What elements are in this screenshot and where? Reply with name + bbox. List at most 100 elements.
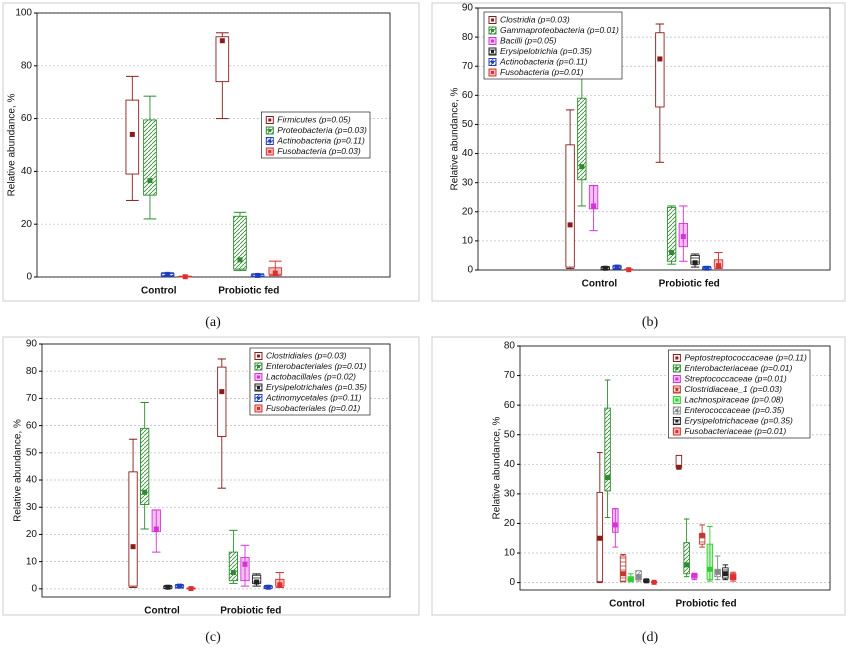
legend-label: Fusobacteriaceae (p=0.01)	[684, 426, 786, 436]
y-axis-label: Relative abundance, %	[450, 87, 461, 190]
y-tick-label: 10	[504, 548, 516, 559]
plot-border	[519, 345, 831, 591]
legend-marker	[256, 386, 260, 389]
box	[228, 551, 239, 582]
legend: Clostridiales (p=0.03)Enterobacteriales …	[249, 347, 371, 416]
box	[619, 555, 627, 582]
y-axis-label: Relative abundance, %	[492, 416, 503, 519]
legend-label: Enterobacteriaceae (p=0.01)	[684, 363, 792, 373]
panel-frame	[431, 336, 846, 616]
y-tick-label: 20	[504, 518, 516, 529]
legend-label: Clostridiales (p=0.03)	[266, 350, 347, 360]
legend-label: Actinomycetales (p=0.11)	[265, 392, 362, 402]
median-marker	[612, 522, 618, 528]
median-marker	[657, 56, 663, 62]
y-tick-label: 40	[26, 475, 38, 486]
y-tick-label: 50	[26, 447, 38, 458]
legend-label: Firmicutes (p=0.05)	[277, 114, 351, 124]
box	[565, 144, 575, 268]
y-tick-label: 60	[504, 400, 516, 411]
y-axis-label: Relative abundance, %	[7, 93, 18, 196]
box	[683, 542, 690, 575]
x-tick-label: Probiotic fed	[218, 286, 279, 297]
median-marker	[142, 489, 148, 495]
y-tick-label: 40	[504, 459, 516, 470]
plot-border	[477, 7, 831, 271]
legend-label: Gammaproteobacteria (p=0.01)	[500, 25, 619, 35]
median-marker	[691, 572, 697, 578]
legend-label: Fusobacteriales (p=0.01)	[266, 403, 360, 413]
legend-label: Erysipelotrichales (p=0.35)	[266, 382, 367, 392]
panel-frame	[2, 336, 420, 616]
legend-frame	[668, 349, 811, 439]
median-marker	[704, 265, 710, 271]
median-marker	[651, 579, 657, 585]
median-marker	[176, 583, 182, 589]
y-tick-label: 60	[21, 113, 33, 124]
median-marker	[602, 265, 608, 271]
median-marker	[219, 389, 225, 395]
legend-label: Lachnospiraceae (p=0.08)	[684, 394, 783, 404]
box	[151, 509, 161, 533]
median-marker	[242, 561, 248, 567]
legend-marker	[256, 407, 260, 410]
y-tick-label: 20	[21, 219, 33, 230]
y-tick-label: 10	[26, 556, 38, 567]
legend-marker	[675, 430, 679, 433]
y-tick-label: 0	[31, 583, 37, 594]
box	[655, 32, 665, 108]
median-marker	[636, 574, 642, 580]
x-tick-label: Control	[144, 606, 180, 617]
y-tick-label: 60	[462, 90, 474, 101]
caption: (b)	[642, 315, 659, 330]
caption: (a)	[205, 315, 221, 330]
y-tick-label: 30	[504, 489, 516, 500]
legend-label: Erysipelotrichaceae (p=0.35)	[684, 415, 793, 425]
median-marker	[597, 535, 603, 541]
y-tick-label: 70	[462, 61, 474, 72]
median-marker	[716, 263, 722, 269]
median-marker	[237, 257, 243, 263]
legend-marker	[491, 29, 494, 32]
median-marker	[230, 570, 236, 576]
legend-label: Lactobacillales (p=0.02)	[266, 371, 356, 381]
legend-label: Actinobacteria (p=0.11)	[499, 56, 588, 66]
y-tick-label: 60	[26, 420, 38, 431]
legend-label: Erysipelotrichia (p=0.35)	[500, 46, 592, 56]
caption: (d)	[642, 630, 659, 645]
median-marker	[620, 571, 626, 577]
y-tick-label: 40	[21, 166, 33, 177]
legend-marker	[256, 365, 260, 368]
median-marker	[614, 264, 620, 270]
legend-label: Clostridia (p=0.03)	[500, 14, 570, 24]
median-marker	[272, 270, 278, 276]
legend-marker	[268, 118, 272, 122]
y-tick-label: 100	[15, 8, 32, 19]
median-marker	[707, 566, 713, 572]
median-marker	[129, 131, 135, 137]
legend-label: Streptococcaceae (p=0.01)	[684, 373, 786, 383]
y-tick-label: 50	[462, 119, 474, 130]
box	[604, 407, 611, 492]
median-marker	[684, 562, 690, 568]
median-marker	[715, 569, 721, 575]
y-tick-label: 90	[26, 339, 38, 350]
box	[215, 36, 230, 83]
panel-frame	[2, 2, 420, 302]
box	[233, 215, 247, 270]
box	[666, 206, 677, 262]
y-tick-label: 0	[467, 265, 473, 276]
median-marker	[579, 164, 585, 170]
median-marker	[165, 584, 171, 590]
median-marker	[277, 582, 283, 588]
box	[240, 557, 250, 582]
plot-border	[36, 12, 391, 278]
median-marker	[643, 578, 649, 584]
y-tick-label: 20	[462, 206, 474, 217]
legend-marker	[491, 71, 494, 74]
legend-label: Bacilli (p=0.05)	[500, 35, 557, 45]
legend-marker	[491, 39, 494, 43]
median-marker	[680, 234, 686, 240]
legend-frame	[249, 347, 371, 416]
